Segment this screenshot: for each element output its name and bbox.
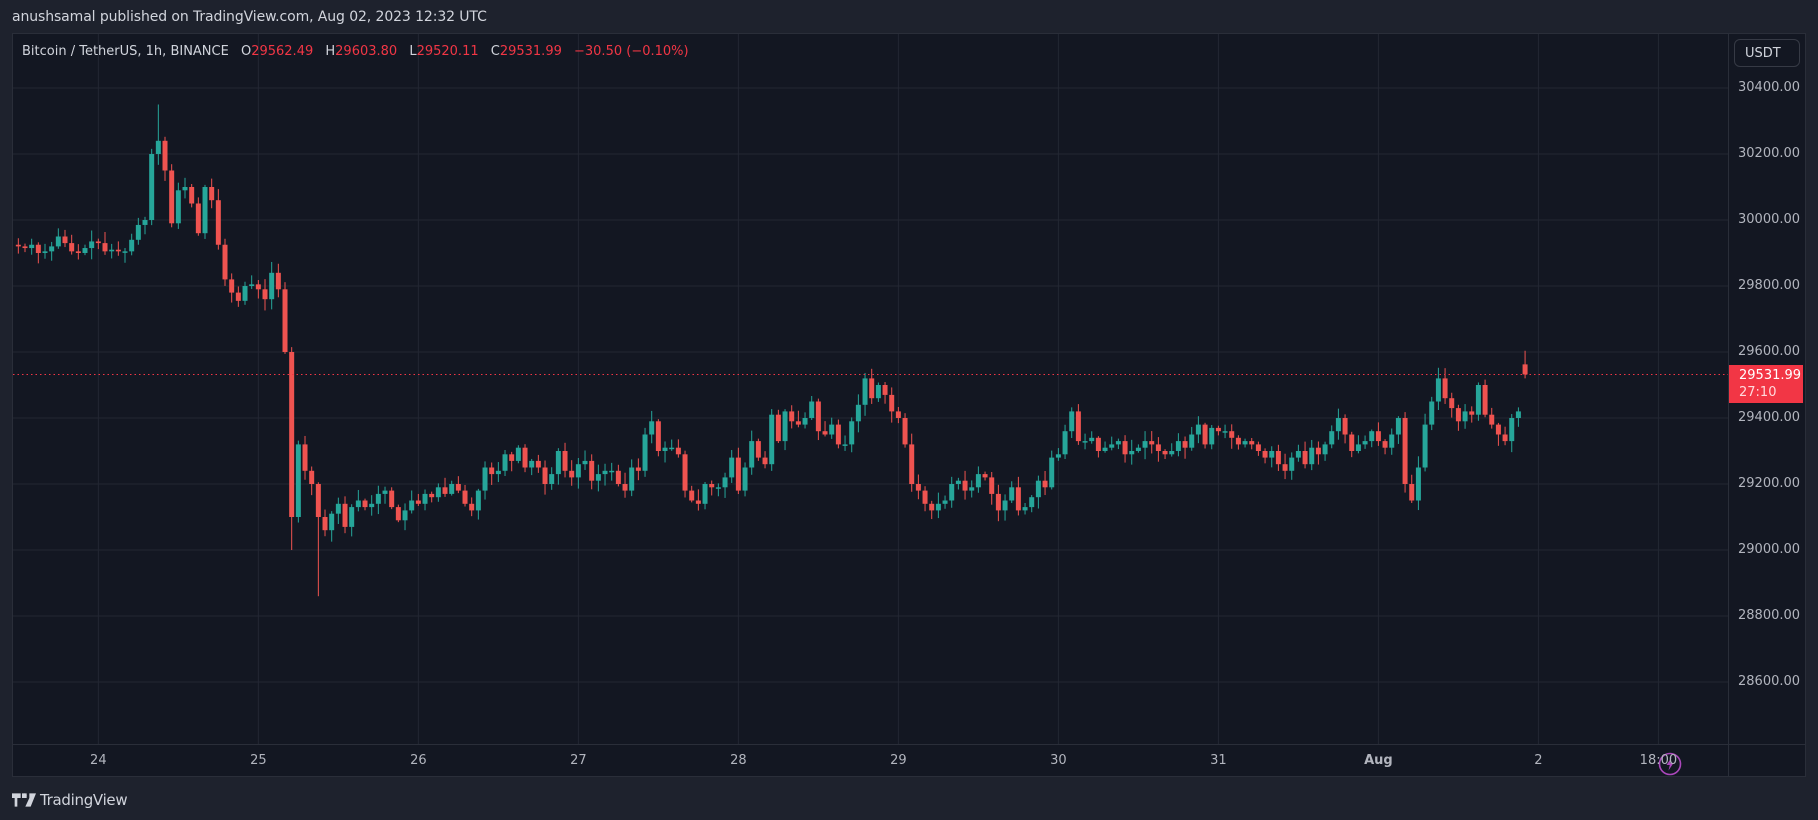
last-price-value: 29531.99: [1739, 368, 1802, 384]
price-tick-label: 30000.00: [1738, 212, 1801, 227]
time-tick-label: 18:00: [1639, 753, 1678, 768]
lightning-bolt-icon[interactable]: [1658, 752, 1682, 776]
time-axis[interactable]: [13, 744, 1728, 777]
time-tick-label: Aug: [1364, 753, 1393, 768]
chart-plot-area[interactable]: Bitcoin / TetherUS, 1h, BINANCE O29562.4…: [13, 34, 1728, 776]
last-price-badge: 29531.99 27:10: [1729, 365, 1803, 404]
time-tick-label: 29: [890, 753, 907, 768]
price-tick-label: 29400.00: [1738, 410, 1801, 425]
time-tick-label: 26: [410, 753, 427, 768]
symbol-legend: Bitcoin / TetherUS, 1h, BINANCE O29562.4…: [22, 44, 689, 59]
chart-frame: Bitcoin / TetherUS, 1h, BINANCE O29562.4…: [12, 33, 1806, 777]
time-tick-label: 2: [1534, 753, 1543, 768]
price-tick-label: 29200.00: [1738, 476, 1801, 491]
symbol-title[interactable]: Bitcoin / TetherUS, 1h, BINANCE: [22, 44, 229, 59]
low-value: 29520.11: [416, 44, 479, 59]
low-key: L: [409, 44, 417, 59]
currency-button[interactable]: USDT: [1734, 39, 1800, 67]
close-value: 29531.99: [499, 44, 562, 59]
axis-corner: [1728, 744, 1806, 777]
time-tick-label: 24: [90, 753, 107, 768]
open-value: 29562.49: [251, 44, 314, 59]
time-tick-label: 27: [570, 753, 587, 768]
time-tick-label: 25: [250, 753, 267, 768]
price-tick-label: 30400.00: [1738, 80, 1801, 95]
time-tick-label: 28: [730, 753, 747, 768]
tradingview-brand[interactable]: TradingView: [12, 790, 128, 810]
change-value: −30.50 (−0.10%): [574, 44, 689, 59]
time-tick-label: 31: [1210, 753, 1227, 768]
price-tick-label: 29600.00: [1738, 344, 1801, 359]
price-tick-label: 29000.00: [1738, 542, 1801, 557]
tradingview-logo-icon: [12, 793, 36, 807]
published-byline: anushsamal published on TradingView.com,…: [12, 9, 487, 25]
price-tick-label: 28800.00: [1738, 608, 1801, 623]
price-axis[interactable]: [1728, 34, 1806, 744]
brand-name: TradingView: [40, 791, 128, 809]
high-value: 29603.80: [335, 44, 398, 59]
price-tick-label: 29800.00: [1738, 278, 1801, 293]
open-key: O: [240, 44, 252, 59]
time-tick-label: 30: [1050, 753, 1067, 768]
high-key: H: [325, 44, 336, 59]
price-tick-label: 28600.00: [1738, 674, 1801, 689]
close-key: C: [490, 44, 500, 59]
bar-countdown: 27:10: [1739, 385, 1777, 401]
price-tick-label: 30200.00: [1738, 146, 1801, 161]
candlestick-chart: [13, 34, 1728, 744]
